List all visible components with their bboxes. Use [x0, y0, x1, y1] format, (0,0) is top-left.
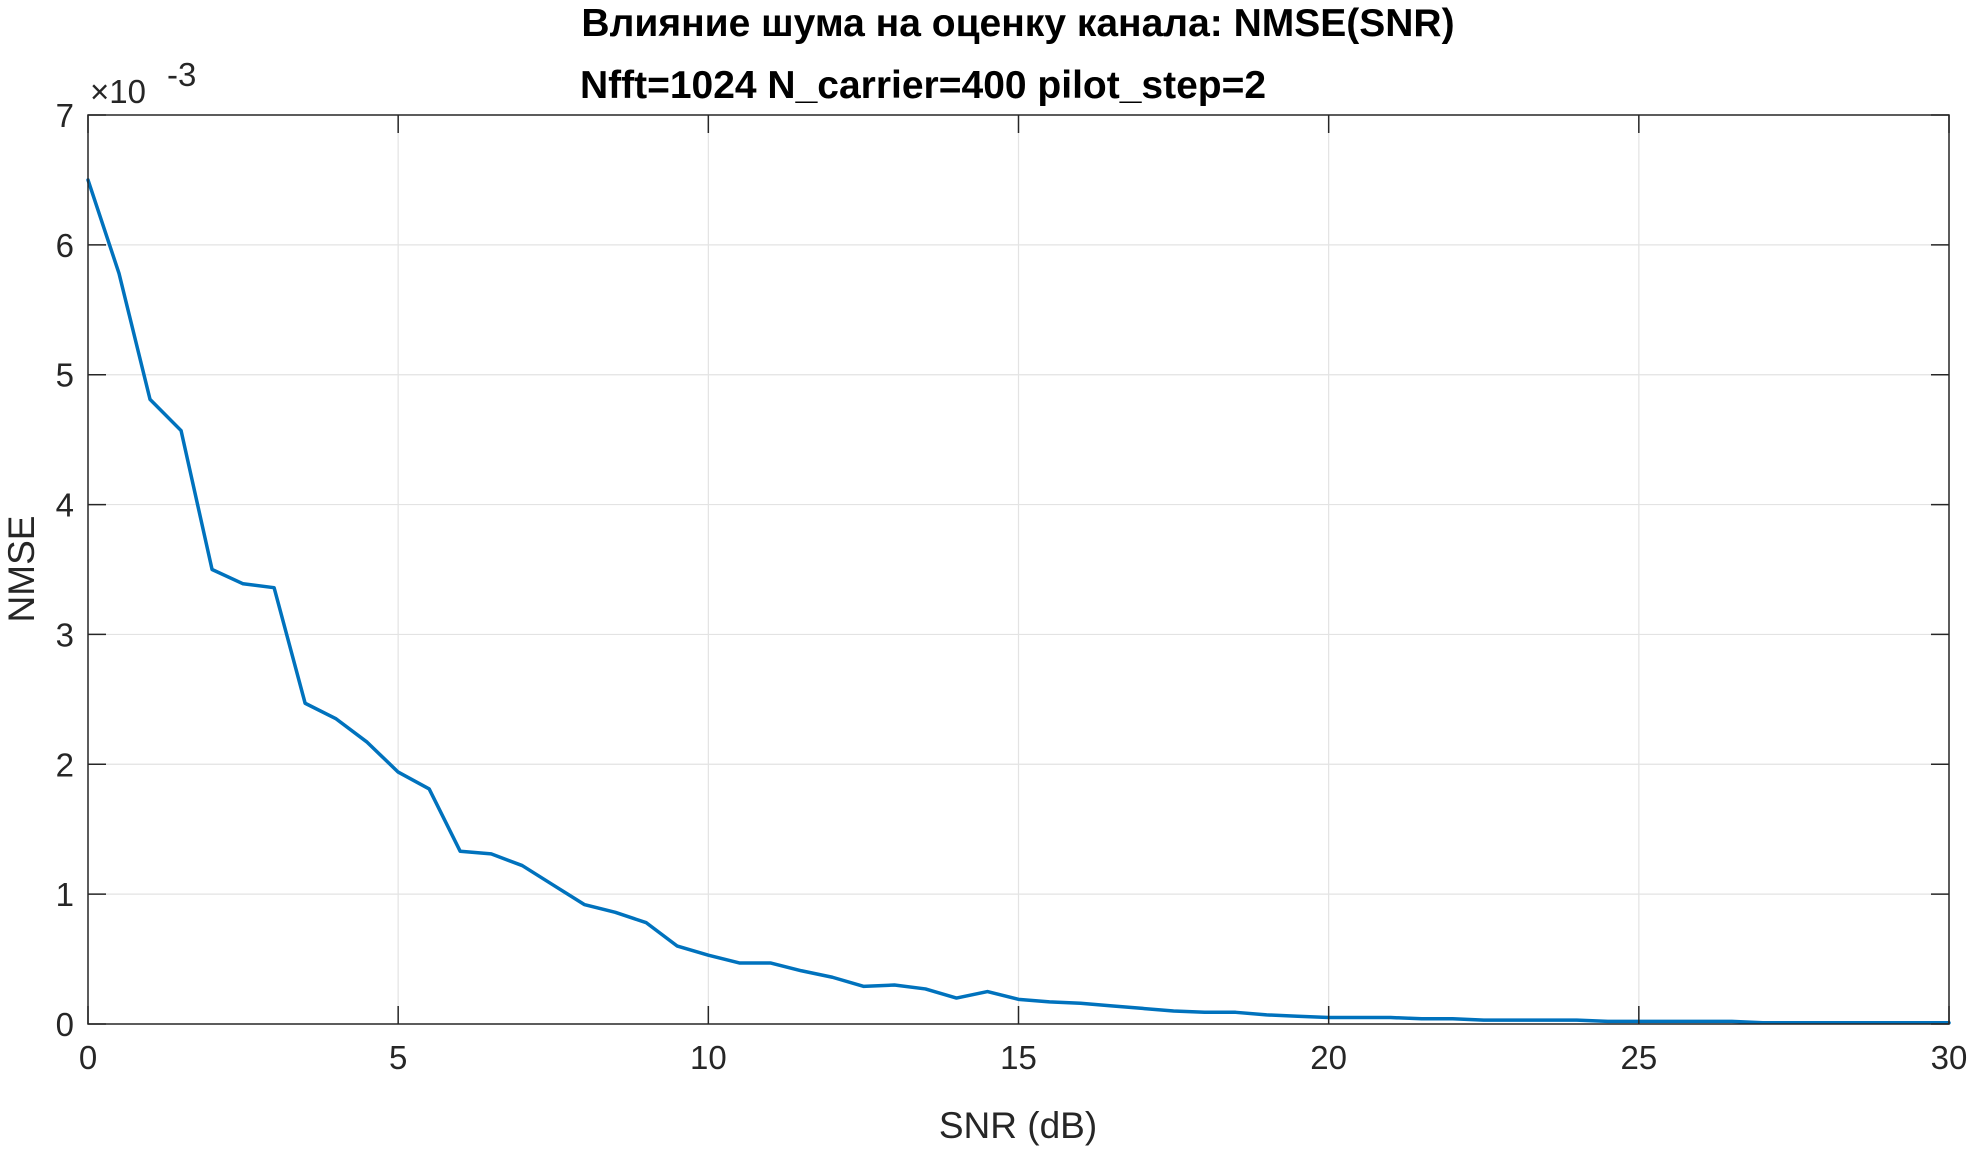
y-tick-label: 5 [56, 357, 74, 394]
x-tick-labels: 0 5 10 15 20 25 30 [79, 1039, 1968, 1076]
x-axis-label: SNR (dB) [939, 1105, 1097, 1146]
tick-layer [87, 114, 1950, 1025]
y-scale-factor: ×10 [90, 73, 146, 110]
x-tick-label: 0 [79, 1039, 97, 1076]
y-axis-label: NMSE [1, 516, 42, 623]
x-tick-label: 10 [690, 1039, 727, 1076]
y-tick-label: 7 [56, 97, 74, 134]
y-tick-label: 3 [56, 616, 74, 653]
y-tick-label: 1 [56, 876, 74, 913]
y-tick-label: 0 [56, 1006, 74, 1043]
chart-subtitle: Nfft=1024 N_carrier=400 pilot_step=2 [580, 64, 1266, 107]
x-tick-label: 30 [1931, 1039, 1968, 1076]
y-tick-label: 2 [56, 746, 74, 783]
y-scale-exponent: -3 [167, 56, 196, 93]
y-tick-labels: 0 1 2 3 4 5 6 7 [56, 97, 74, 1043]
chart-title: Влияние шума на оценку канала: NMSE(SNR) [581, 2, 1454, 45]
y-tick-label: 6 [56, 227, 74, 264]
grid-layer [88, 115, 1949, 1024]
x-tick-label: 5 [389, 1039, 407, 1076]
x-tick-label: 25 [1620, 1039, 1657, 1076]
y-tick-label: 4 [56, 487, 74, 524]
x-tick-label: 15 [1000, 1039, 1037, 1076]
x-tick-label: 20 [1310, 1039, 1347, 1076]
